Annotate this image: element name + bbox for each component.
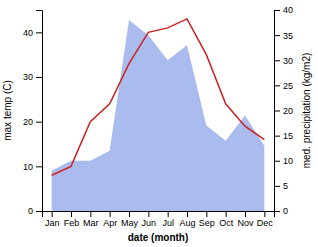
tick: Sep <box>199 211 215 228</box>
tick-mark <box>274 136 280 137</box>
marks <box>52 19 265 211</box>
tick-mark <box>274 161 280 162</box>
tick-label: 5 <box>283 181 288 191</box>
axis-line <box>275 11 281 212</box>
tick-label: 30 <box>283 56 293 66</box>
tick: 10 <box>23 162 42 172</box>
tick: Jan <box>45 211 60 228</box>
tick: Feb <box>64 211 80 228</box>
y-axis-title: max temp (C) <box>2 80 13 141</box>
tick-label: Dec <box>257 218 274 228</box>
tick: 20 <box>23 117 42 127</box>
tick: Oct <box>219 211 234 228</box>
tick-label: 40 <box>283 5 293 15</box>
tick-mark <box>264 211 265 217</box>
tick-label: 35 <box>283 31 293 41</box>
tick: 40 <box>274 5 293 15</box>
tick: 0 <box>274 206 288 216</box>
tick-label: 20 <box>23 117 33 127</box>
tick-label: May <box>121 218 139 228</box>
line <box>52 19 265 175</box>
tick-mark <box>245 211 246 217</box>
x-axis: Jan FebMar Apr MayJun Jul Aug Sep OctNovDec <box>43 211 275 228</box>
tick-label: 20 <box>283 106 293 116</box>
tick-label: Mar <box>83 218 99 228</box>
tick-label: 10 <box>283 156 293 166</box>
tick: 15 <box>274 131 293 141</box>
tick-mark <box>71 211 72 217</box>
tick: 25 <box>274 81 293 91</box>
tick: 30 <box>23 72 42 82</box>
tick: Jun <box>142 211 157 228</box>
tick-label: Jan <box>45 218 60 228</box>
tick-label: 10 <box>23 162 33 172</box>
tick-mark <box>129 211 130 217</box>
tick-label: Sep <box>199 218 215 228</box>
axis-line <box>43 212 275 218</box>
tick-label: Nov <box>237 218 254 228</box>
plot: Jan FebMar Apr MayJun Jul Aug Sep OctNovDec 0 10 2… <box>23 5 293 228</box>
tick-mark <box>226 211 227 217</box>
tick-mark <box>90 211 91 217</box>
tick-mark <box>110 211 111 217</box>
tick: 40 <box>23 28 42 38</box>
tick-label: 15 <box>283 131 293 141</box>
tick-mark <box>36 32 42 33</box>
area <box>52 20 265 211</box>
tick: 20 <box>274 106 293 116</box>
tick: 35 <box>274 31 293 41</box>
tick-mark <box>274 85 280 86</box>
tick-mark <box>36 122 42 123</box>
tick-mark <box>274 186 280 187</box>
x-axis-title: date (month) <box>128 232 189 243</box>
tick: Mar <box>83 211 99 228</box>
tick: Apr <box>103 211 117 228</box>
tick: 0 <box>28 206 42 216</box>
tick-mark <box>36 166 42 167</box>
tick-mark <box>274 35 280 36</box>
y2-axis-title: med. precipitation (kg/m2) <box>301 53 312 169</box>
tick-label: 40 <box>23 28 33 38</box>
tick-label: Apr <box>103 218 117 228</box>
tick-mark <box>187 211 188 217</box>
tick-label: Oct <box>219 218 234 228</box>
tick-mark <box>274 10 280 11</box>
tick-mark <box>148 211 149 217</box>
chart: Jan FebMar Apr MayJun Jul Aug Sep OctNovDec 0 10 2… <box>0 0 318 247</box>
tick: 10 <box>274 156 293 166</box>
tick: 30 <box>274 56 293 66</box>
tick: Nov <box>237 211 254 228</box>
tick-mark <box>36 77 42 78</box>
tick-mark <box>274 211 280 212</box>
tick-mark <box>52 211 53 217</box>
tick: May <box>121 211 139 228</box>
tick-label: 25 <box>283 81 293 91</box>
tick-label: 0 <box>28 206 33 216</box>
tick: Aug <box>179 211 195 228</box>
tick-label: 30 <box>23 72 33 82</box>
tick-mark <box>274 111 280 112</box>
tick-label: Jun <box>142 218 157 228</box>
tick-label: 0 <box>283 206 288 216</box>
tick-mark <box>36 211 42 212</box>
y-axis: 0 10 20 30 40 <box>23 11 43 217</box>
axis-line <box>36 11 43 212</box>
tick-label: Feb <box>64 218 80 228</box>
tick: Jul <box>162 211 174 228</box>
tick-mark <box>168 211 169 217</box>
y2-axis: 0 5 10 15 20 25 30 35 40 <box>274 5 293 216</box>
tick: 5 <box>274 181 288 191</box>
tick: Dec <box>257 211 274 228</box>
tick-mark <box>274 60 280 61</box>
tick-label: Jul <box>162 218 174 228</box>
tick-label: Aug <box>179 218 195 228</box>
tick-mark <box>206 211 207 217</box>
